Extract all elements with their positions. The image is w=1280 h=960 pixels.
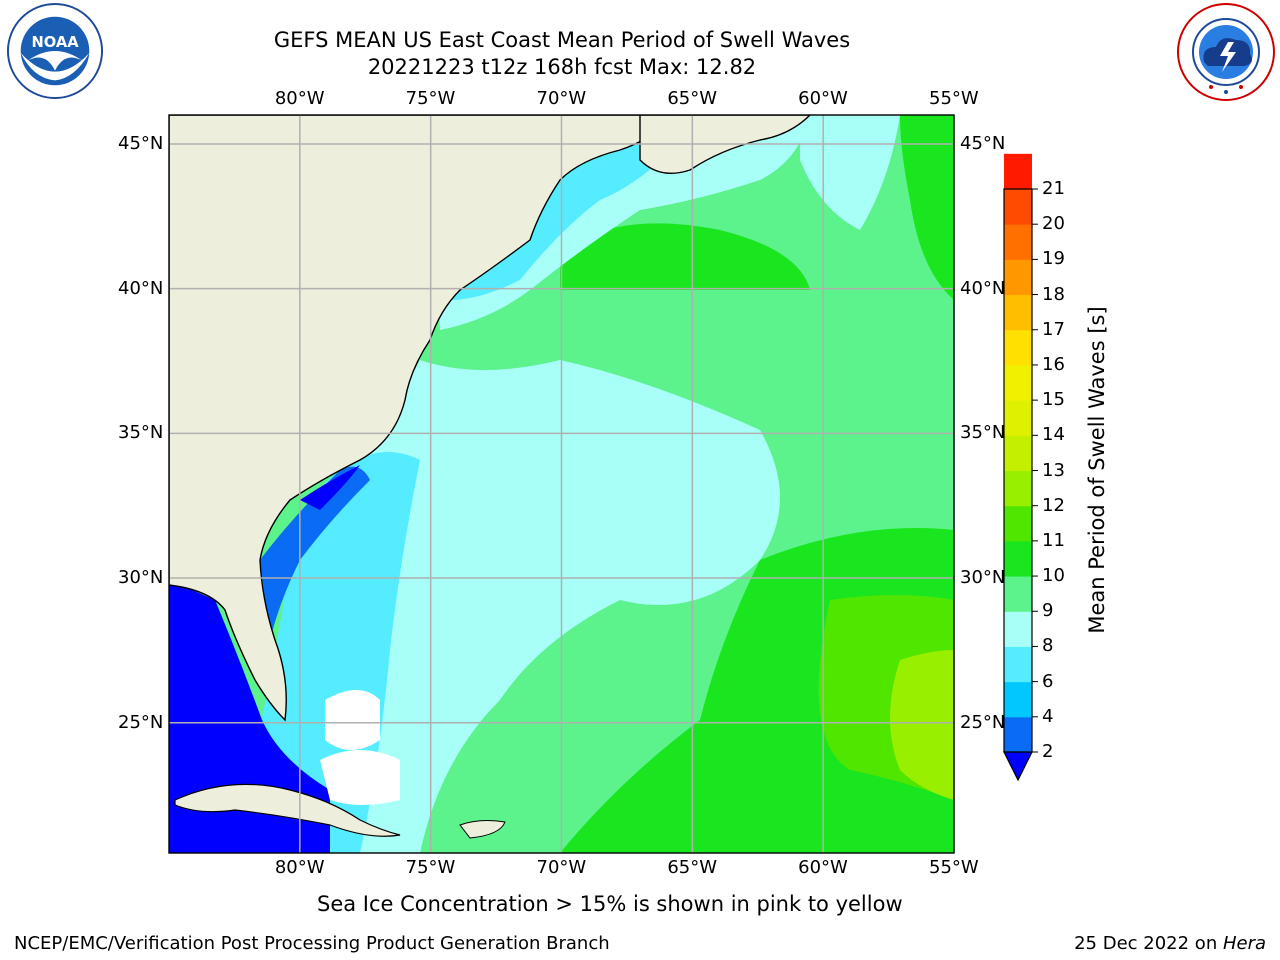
bahamas-bank-no-data	[325, 690, 380, 750]
cuba-land	[174, 783, 401, 837]
swell-field-ne-10s	[560, 223, 810, 290]
lat-tick-label-left: 35°N	[118, 422, 164, 444]
colorbar-tick-label: 9	[1042, 600, 1054, 622]
colorbar-tick-label: 8	[1042, 635, 1054, 657]
colorbar-bin	[1004, 400, 1032, 436]
colorbar-tick-label: 12	[1042, 494, 1065, 516]
lon-tick-label-bottom: 65°W	[667, 857, 718, 878]
lat-tick-label-left: 25°N	[118, 711, 164, 733]
swell-field-nearshore-2s	[300, 465, 360, 510]
lon-tick-label-bottom: 75°W	[405, 857, 456, 878]
lon-tick-label-top: 70°W	[536, 88, 587, 109]
colorbar-tick-label: 6	[1042, 670, 1054, 692]
bahamas-no-data	[320, 750, 400, 805]
colorbar-title: Mean Period of Swell Waves [s]	[1085, 306, 1109, 634]
colorbar-bin	[1004, 716, 1032, 753]
footer-date-text: 25 Dec 2022 on	[1074, 933, 1223, 954]
swell-field-far-ne-10s	[900, 115, 954, 300]
colorbar-tick-label: 2	[1042, 741, 1054, 762]
colorbar-bin	[1004, 611, 1032, 647]
lat-tick-label-left: 30°N	[118, 567, 164, 589]
sea-ice-note: Sea Ice Concentration > 15% is shown in …	[317, 892, 903, 916]
swell-field-8s	[298, 360, 780, 853]
lat-tick-label-right: 45°N	[960, 132, 1006, 154]
lat-tick-label-left: 45°N	[118, 132, 164, 154]
swell-field-12s	[890, 650, 954, 800]
colorbar-extend-arrow	[1003, 751, 1033, 782]
colorbar-bin	[1004, 259, 1032, 296]
colorbar-bin	[1004, 470, 1032, 507]
colorbar-bin	[1004, 646, 1032, 683]
colorbar-tick-label: 16	[1042, 353, 1065, 375]
colorbar-bin	[1004, 435, 1032, 471]
colorbar-bin	[1004, 505, 1032, 542]
hispaniola-land	[459, 820, 506, 839]
map-gridlines	[169, 115, 955, 853]
colorbar-tick-label: 4	[1042, 705, 1054, 727]
colorbar-tick-label: 20	[1042, 213, 1065, 235]
chart-subtitle: 20221223 t12z 168h fcst Max: 12.82	[367, 55, 757, 79]
lat-tick-label-right: 35°N	[960, 422, 1006, 444]
lon-tick-label-bottom: 80°W	[274, 857, 325, 878]
colorbar-bin	[1004, 540, 1032, 577]
colorbar-bin	[1004, 294, 1032, 331]
colorbar-bin	[1004, 153, 1032, 190]
colorbar-tick-label: 21	[1042, 178, 1065, 199]
lat-tick-label-right: 40°N	[960, 277, 1006, 299]
colorbar-tick-label: 10	[1042, 565, 1065, 587]
colorbar-bin	[1004, 576, 1032, 612]
colorbar-bin	[1004, 224, 1032, 260]
colorbar-tick-label: 17	[1042, 318, 1065, 340]
noaa-logo-icon: NOAA	[6, 2, 104, 100]
colorbar-bin	[1004, 364, 1032, 401]
colorbar-bin	[1004, 681, 1032, 718]
colorbar-tick-label: 11	[1042, 529, 1065, 551]
lon-tick-label-top: 55°W	[929, 88, 979, 109]
gulf-low-swell-field	[169, 580, 330, 853]
colorbar-tick-label: 18	[1042, 283, 1065, 305]
colorbar-bin	[1004, 189, 1032, 225]
lat-tick-label-left: 40°N	[118, 277, 164, 299]
nws-logo-icon	[1177, 3, 1275, 101]
lon-tick-label-bottom: 60°W	[798, 857, 848, 878]
lon-tick-label-top: 80°W	[274, 88, 325, 109]
lon-tick-label-bottom: 55°W	[929, 857, 979, 878]
lat-tick-label-right: 25°N	[960, 711, 1006, 733]
footer-host: Hera	[1222, 933, 1266, 954]
colorbar-tick-label: 15	[1042, 389, 1065, 411]
lon-tick-label-bottom: 70°W	[536, 857, 587, 878]
colorbar-tick-label: 14	[1042, 424, 1065, 446]
colorbar-bin	[1004, 329, 1032, 366]
lon-tick-label-top: 75°W	[405, 88, 456, 109]
colorbar	[1003, 153, 1038, 782]
map-frame	[168, 114, 955, 854]
lon-tick-label-top: 60°W	[798, 88, 848, 109]
colorbar-tick-label: 19	[1042, 248, 1065, 270]
footer-date: 25 Dec 2022 on Hera	[1074, 933, 1266, 955]
north-america-land	[169, 115, 682, 722]
lat-tick-label-right: 30°N	[960, 567, 1006, 589]
footer-credit: NCEP/EMC/Verification Post Processing Pr…	[14, 933, 610, 954]
lon-tick-label-top: 65°W	[667, 88, 718, 109]
colorbar-tick-label: 13	[1042, 459, 1065, 481]
noaa-logo-text: NOAA	[31, 34, 79, 51]
chart-title: GEFS MEAN US East Coast Mean Period of S…	[273, 28, 851, 52]
